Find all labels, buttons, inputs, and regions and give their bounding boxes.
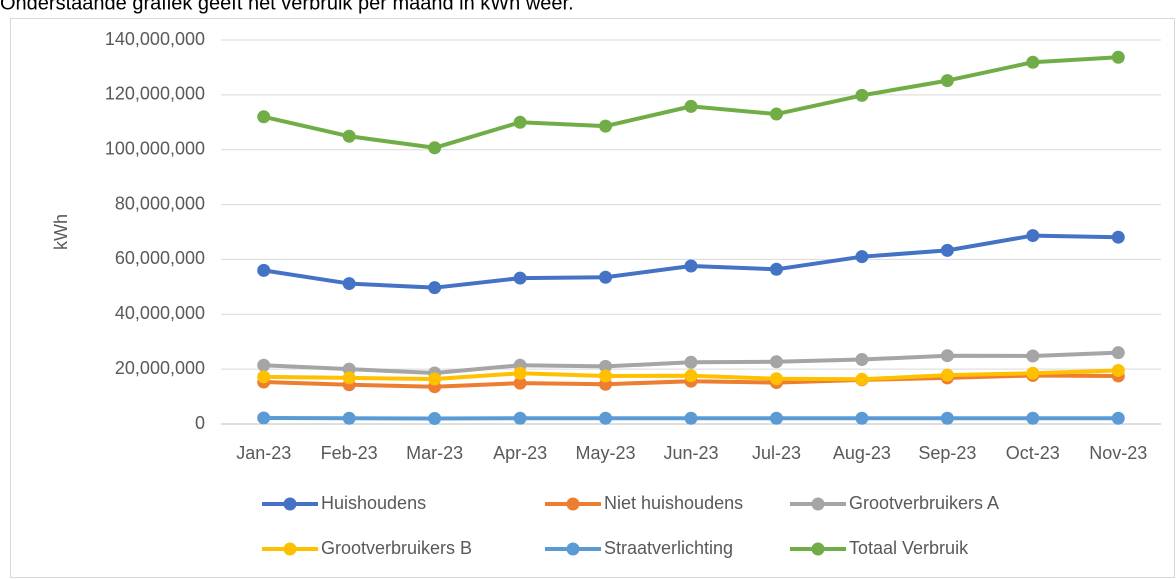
y-tick-label: 20,000,000 bbox=[115, 358, 205, 378]
data-point bbox=[342, 411, 356, 425]
data-point bbox=[855, 250, 869, 264]
data-point bbox=[855, 372, 869, 386]
y-tick-label: 100,000,000 bbox=[105, 138, 205, 158]
legend-label: Niet huishoudens bbox=[604, 493, 743, 513]
legend-label: Grootverbruikers A bbox=[849, 493, 999, 513]
x-tick-label: Sep-23 bbox=[918, 443, 976, 463]
data-point bbox=[342, 371, 356, 385]
data-point bbox=[1111, 411, 1125, 425]
x-tick-label: May-23 bbox=[576, 443, 636, 463]
data-point bbox=[1111, 230, 1125, 244]
data-point bbox=[599, 270, 613, 284]
data-point bbox=[940, 368, 954, 382]
data-point bbox=[513, 376, 527, 390]
x-tick-label: Oct-23 bbox=[1006, 443, 1060, 463]
data-point bbox=[1111, 50, 1125, 64]
data-point bbox=[1111, 346, 1125, 360]
data-point bbox=[599, 359, 613, 373]
data-point bbox=[855, 353, 869, 367]
data-point bbox=[769, 107, 783, 121]
data-point bbox=[940, 243, 954, 257]
legend-swatch-marker bbox=[566, 542, 580, 556]
x-tick-label: Jun-23 bbox=[663, 443, 718, 463]
legend-swatch-marker bbox=[283, 497, 297, 511]
data-point bbox=[1026, 366, 1040, 380]
x-tick-label: Aug-23 bbox=[833, 443, 891, 463]
legend-label: Totaal Verbruik bbox=[849, 538, 969, 558]
data-point bbox=[342, 129, 356, 143]
y-tick-label: 0 bbox=[195, 413, 205, 433]
data-point bbox=[257, 263, 271, 277]
x-tick-label: Jul-23 bbox=[752, 443, 801, 463]
data-point bbox=[599, 411, 613, 425]
legend-swatch-marker bbox=[283, 542, 297, 556]
data-point bbox=[769, 262, 783, 276]
data-point bbox=[257, 110, 271, 124]
data-point bbox=[940, 349, 954, 363]
chart-frame bbox=[10, 18, 1175, 578]
data-point bbox=[513, 115, 527, 129]
legend-label: Grootverbruikers B bbox=[321, 538, 472, 558]
data-point bbox=[940, 411, 954, 425]
data-point bbox=[428, 372, 442, 386]
y-tick-label: 40,000,000 bbox=[115, 303, 205, 323]
y-tick-label: 80,000,000 bbox=[115, 193, 205, 213]
y-tick-label: 60,000,000 bbox=[115, 248, 205, 268]
data-point bbox=[769, 411, 783, 425]
data-point bbox=[940, 74, 954, 88]
data-point bbox=[1026, 411, 1040, 425]
x-tick-label: Feb-23 bbox=[321, 443, 378, 463]
data-point bbox=[855, 411, 869, 425]
x-tick-label: Mar-23 bbox=[406, 443, 463, 463]
data-point bbox=[684, 259, 698, 273]
data-point bbox=[684, 355, 698, 369]
y-axis-label: kWh bbox=[51, 214, 71, 250]
chart-title: Onderstaande grafiek geeft het verbruik … bbox=[0, 0, 574, 14]
legend-swatch-marker bbox=[811, 497, 825, 511]
data-point bbox=[513, 366, 527, 380]
data-point bbox=[1111, 364, 1125, 378]
data-point bbox=[342, 277, 356, 291]
x-tick-label: Nov-23 bbox=[1089, 443, 1147, 463]
data-point bbox=[599, 369, 613, 383]
x-tick-label: Jan-23 bbox=[236, 443, 291, 463]
data-point bbox=[428, 281, 442, 295]
data-point bbox=[513, 411, 527, 425]
data-point bbox=[684, 369, 698, 383]
data-point bbox=[428, 141, 442, 155]
data-point bbox=[769, 355, 783, 369]
data-point bbox=[855, 88, 869, 102]
legend-swatch-marker bbox=[566, 497, 580, 511]
data-point bbox=[1026, 229, 1040, 243]
data-point bbox=[513, 271, 527, 285]
data-point bbox=[769, 372, 783, 386]
data-point bbox=[428, 412, 442, 426]
data-point bbox=[684, 99, 698, 113]
legend-label: Straatverlichting bbox=[604, 538, 733, 558]
x-tick-label: Apr-23 bbox=[493, 443, 547, 463]
data-point bbox=[257, 358, 271, 372]
data-point bbox=[257, 411, 271, 425]
legend-label: Huishoudens bbox=[321, 493, 426, 513]
y-tick-label: 140,000,000 bbox=[105, 29, 205, 49]
legend-swatch-marker bbox=[811, 542, 825, 556]
y-tick-label: 120,000,000 bbox=[105, 84, 205, 104]
data-point bbox=[257, 370, 271, 384]
data-point bbox=[1026, 55, 1040, 69]
data-point bbox=[1026, 349, 1040, 363]
data-point bbox=[684, 411, 698, 425]
data-point bbox=[599, 119, 613, 133]
